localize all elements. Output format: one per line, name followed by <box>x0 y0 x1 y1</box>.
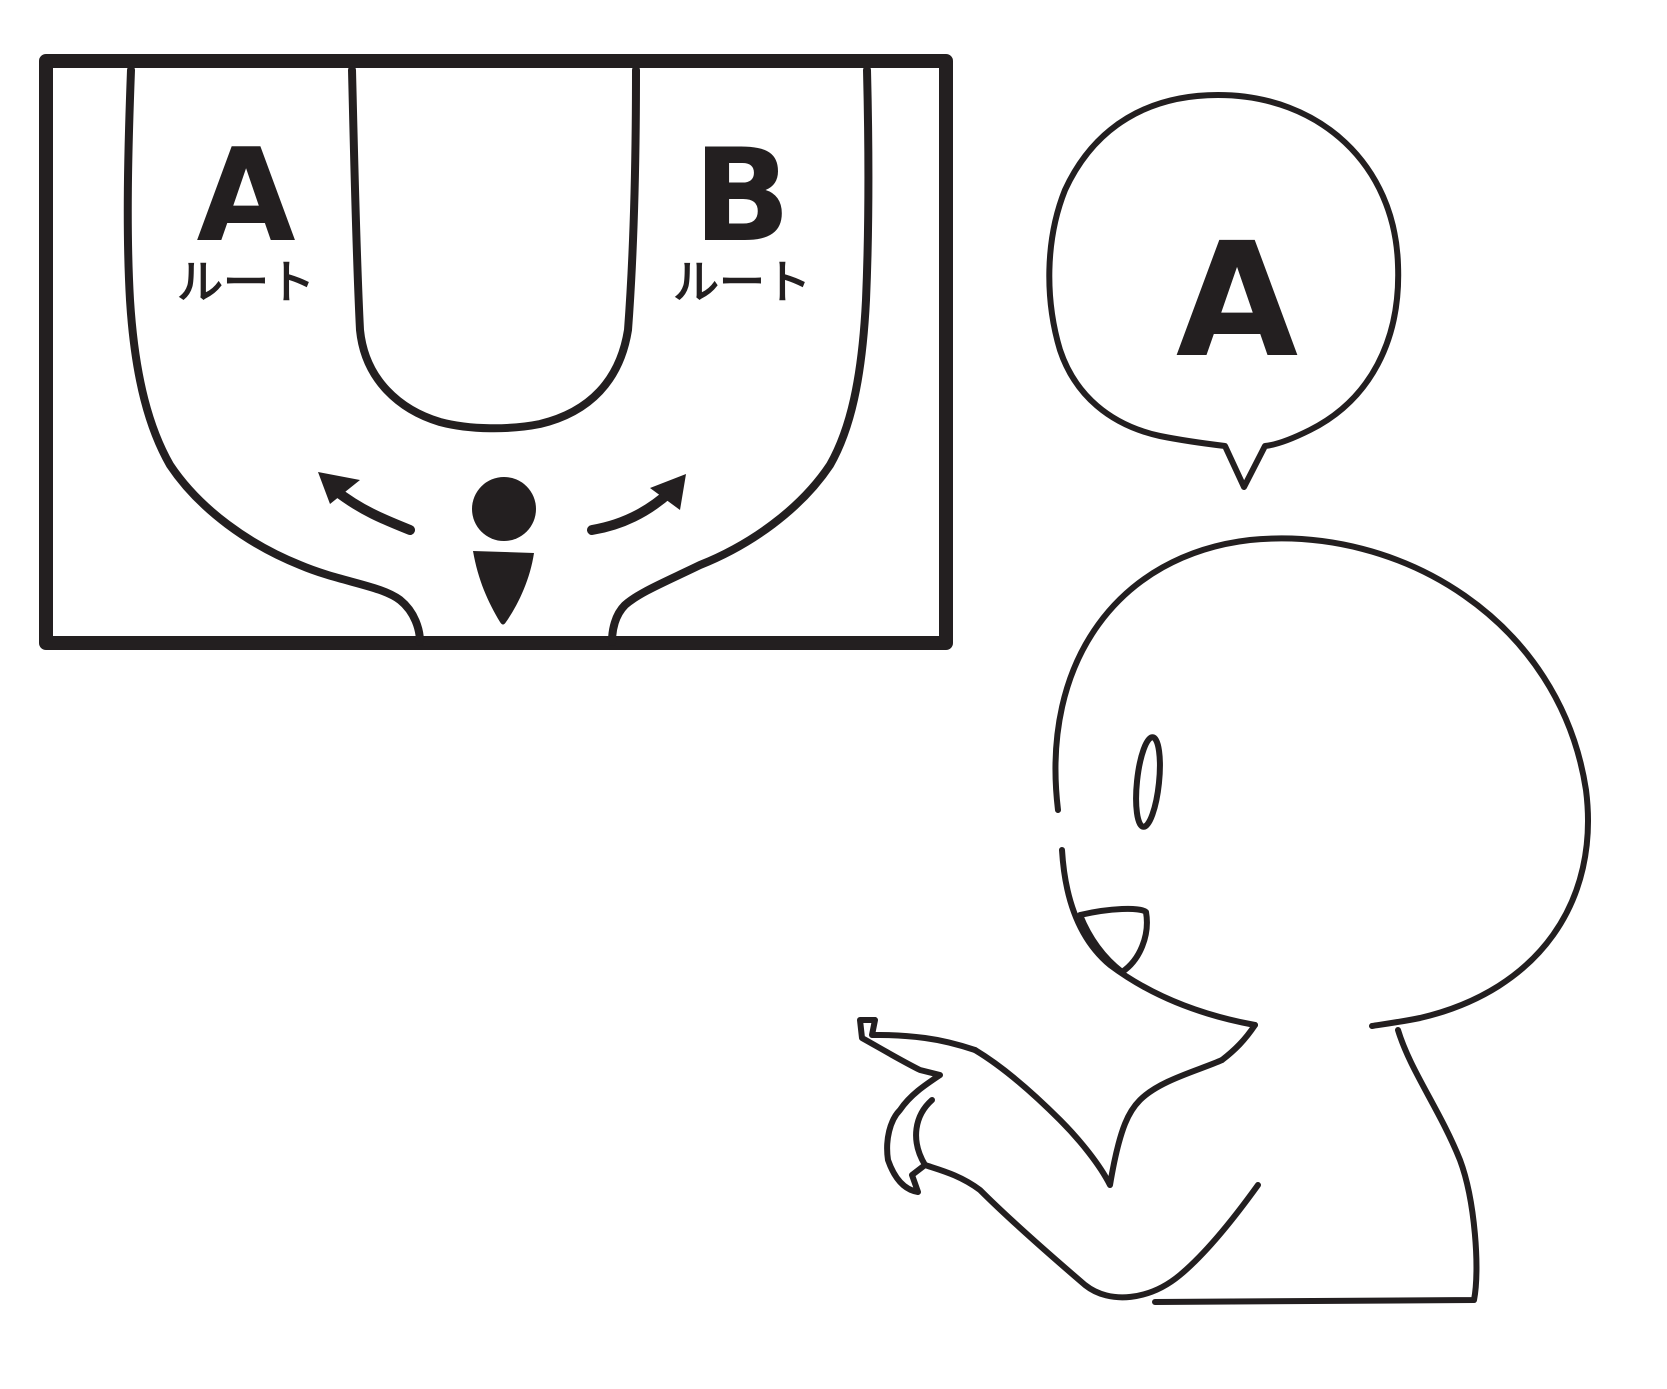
character-chin-outline <box>1219 1022 1258 1063</box>
player-marker-dot <box>472 477 536 541</box>
pointing-hand-icon[interactable] <box>857 1017 978 1195</box>
speech-bubble-outline <box>1046 92 1402 490</box>
road-outer-left-edge <box>123 66 424 646</box>
character <box>857 535 1591 1305</box>
route-choice-screen: A ルート B ルート <box>39 54 953 650</box>
character-head-outline <box>1052 535 1591 1029</box>
arrow-to-route-a-icon <box>318 472 415 535</box>
arrow-to-route-b-icon <box>587 474 686 535</box>
route-a-label[interactable]: ルート <box>177 255 315 309</box>
speech-bubble-text: A <box>1176 209 1298 393</box>
route-a-letter[interactable]: A <box>196 122 295 271</box>
road-outer-right-edge <box>608 66 873 646</box>
speech-bubble: A <box>1046 92 1402 490</box>
character-eye <box>1133 734 1163 830</box>
road-inner-island <box>348 66 640 433</box>
character-mouth <box>1077 905 1150 975</box>
route-b-label[interactable]: ルート <box>673 255 811 309</box>
player-marker-direction-icon <box>473 551 534 625</box>
character-arm-lower-outline <box>922 1162 1261 1301</box>
character-arm-upper-outline <box>972 1047 1225 1188</box>
screen-frame <box>39 54 953 650</box>
route-b-letter[interactable]: B <box>693 122 791 271</box>
character-body-outline <box>1152 1027 1480 1305</box>
